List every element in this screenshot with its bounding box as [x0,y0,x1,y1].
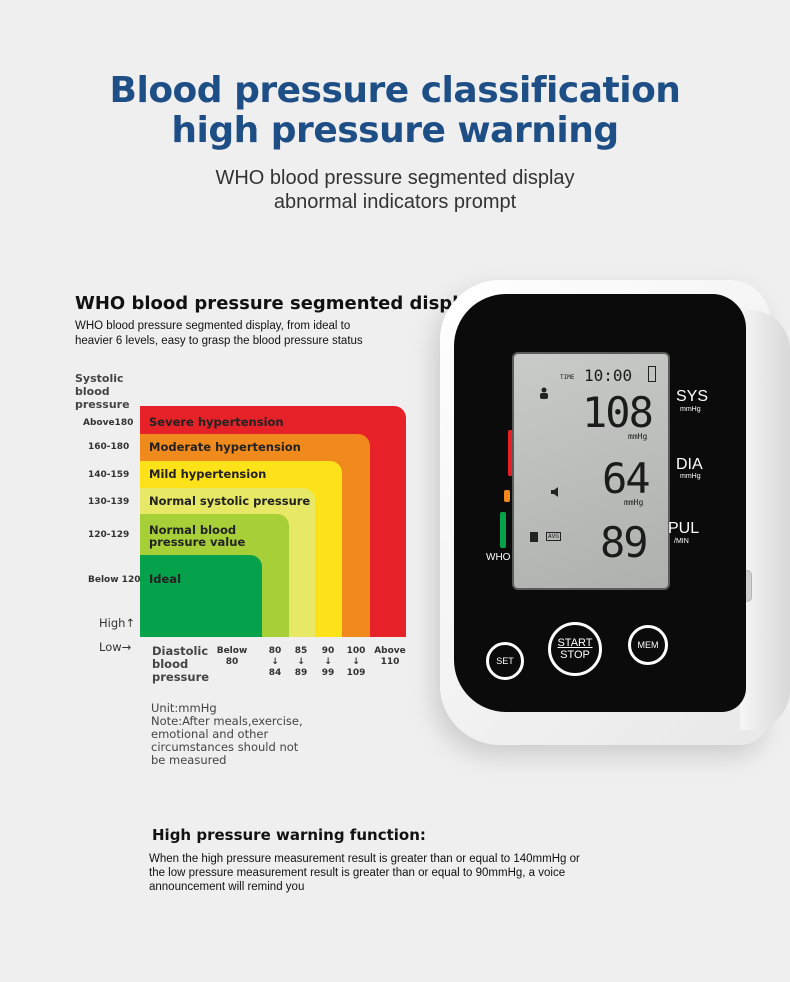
y-tick: Below 120 [88,575,141,585]
who-indicator-red [508,430,514,476]
avg-indicator: AVG [546,532,561,541]
x-tick-line: ↓ [352,657,360,667]
band-ideal [140,555,262,637]
pul-unit: /MIN [674,538,689,545]
x-tick-line: 109 [346,668,366,678]
y-tick: Above180 [83,418,134,428]
stop-label: STOP [560,649,590,661]
x-tick: Above 110 [372,646,408,668]
x-tick-line: ↓ [297,657,305,667]
chart-description-line1: WHO blood pressure segmented display, fr… [75,320,351,332]
note-line: be measured [151,753,227,767]
dia-reading-unit: mmHg [624,498,644,507]
bp-monitor-device: WHO TIME 10:00 108 mmHg 64 mmHg AVG 89 S… [440,280,790,750]
who-indicator-orange [504,490,510,502]
band-label-ideal: Ideal [149,572,182,586]
warning-text-line2: the low pressure measurement result is g… [149,867,566,879]
x-tick-line: Below [216,646,248,656]
x-axis-label-line: blood [152,657,189,671]
warning-heading: High pressure warning function: [152,826,426,844]
who-label: WHO [486,552,511,563]
notes: Unit:mmHg Note:After meals,exercise, emo… [151,702,303,767]
page-subtitle-line2: abnormal indicators prompt [273,191,517,213]
note-line: Note:After meals,exercise, [151,714,303,728]
band-label-severe: Severe hypertension [149,415,284,429]
note-line: emotional and other [151,727,269,741]
page-title-line2: high pressure warning [171,110,619,151]
y-axis-label-line: blood [75,385,110,398]
band-label-normal-systolic: Normal systolic pressure [149,494,311,508]
x-axis-label-line: Diastolic [152,644,209,658]
x-tick-line: 100 [346,646,366,656]
page-subtitle-line1: WHO blood pressure segmented display [215,167,575,189]
low-axis-label: Low→ [99,640,132,654]
dia-unit: mmHg [680,473,701,480]
x-tick-line: ↓ [324,657,332,667]
memory-icon [530,532,538,542]
x-tick-line: 80 [225,657,239,667]
battery-icon [648,366,656,382]
sys-unit: mmHg [680,406,701,413]
mem-button[interactable]: MEM [628,625,668,665]
x-tick-line: 80 [268,646,282,656]
x-tick-line: 110 [380,657,400,667]
x-tick-line: 89 [294,668,308,678]
band-label-mild: Mild hypertension [149,467,267,481]
x-tick-line: Above [374,646,406,656]
y-tick: 140-159 [88,470,130,480]
start-label: START [557,637,593,649]
device-side [740,310,790,730]
x-tick: 85 ↓ 89 [283,646,319,679]
time-value: 10:00 [584,366,633,385]
x-tick-line: 84 [268,668,282,678]
sys-label: SYS [676,388,709,405]
x-tick-line: 85 [294,646,308,656]
x-tick: Below 80 [214,646,250,668]
warning-text-line3: announcement will remind you [149,881,305,893]
page-title-line1: Blood pressure classification [109,70,681,111]
chart-heading: WHO blood pressure segmented display [75,293,482,314]
band-label-normal-value: Normal blood pressure value [149,524,245,548]
chart-description-line2: heavier 6 levels, easy to grasp the bloo… [75,335,363,347]
y-axis-label: Systolic blood pressure [75,372,130,411]
sys-reading: 108 [582,388,654,437]
x-tick-line: ↓ [271,657,279,667]
time-label: TIME [560,374,575,381]
person-icon [538,384,550,399]
y-tick: 130-139 [88,497,130,507]
band-label-line: Normal blood [149,523,237,537]
y-tick: 120-129 [88,530,130,540]
speaker-icon [550,482,560,501]
y-axis-label-line: pressure [75,398,130,411]
who-indicator-green [500,512,506,548]
y-tick: 160-180 [88,442,130,452]
y-axis-label-line: Systolic [75,372,124,385]
x-tick: 100 ↓ 109 [338,646,374,679]
set-button[interactable]: SET [486,642,524,680]
note-line: circumstances should not [151,740,299,754]
note-line: Unit:mmHg [151,701,217,715]
high-axis-label: High↑ [99,616,136,630]
x-tick-line: 99 [321,668,335,678]
warning-text-line1: When the high pressure measurement resul… [149,853,580,865]
lcd-screen: TIME 10:00 108 mmHg 64 mmHg AVG 89 [512,352,670,590]
x-axis-label: Diastolic blood pressure [152,645,209,684]
band-label-line: pressure value [149,535,246,549]
pul-label: PUL [668,520,700,537]
dia-reading: 64 [602,454,651,503]
pul-reading: 89 [600,518,649,567]
x-axis-label-line: pressure [152,670,210,684]
start-stop-button[interactable]: START STOP [548,622,602,676]
x-tick: 80 ↓ 84 [257,646,293,679]
dia-label: DIA [676,456,703,473]
x-tick: 90 ↓ 99 [310,646,346,679]
x-tick-line: 90 [321,646,335,656]
band-label-moderate: Moderate hypertension [149,440,301,454]
sys-reading-unit: mmHg [628,432,648,441]
